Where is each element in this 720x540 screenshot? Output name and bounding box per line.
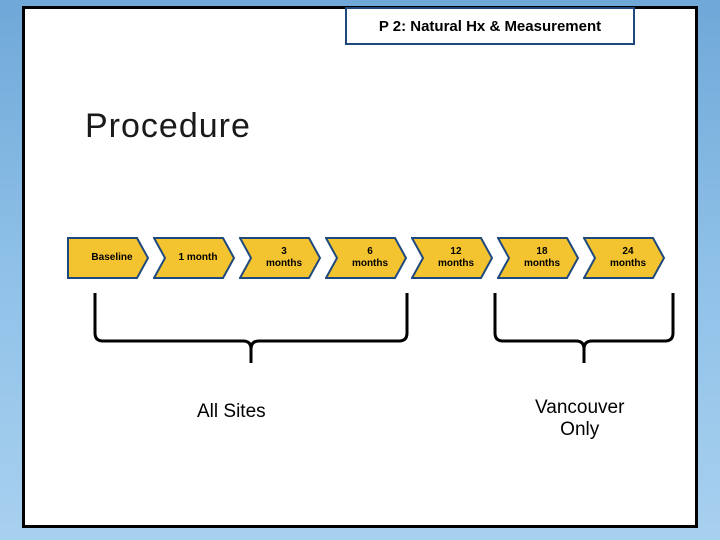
bracket-all-sites xyxy=(25,9,701,529)
slide-frame: P 2: Natural Hx & Measurement Procedure … xyxy=(22,6,698,528)
bracket-label: All Sites xyxy=(197,401,266,423)
bracket-label: Vancouver Only xyxy=(535,397,624,441)
